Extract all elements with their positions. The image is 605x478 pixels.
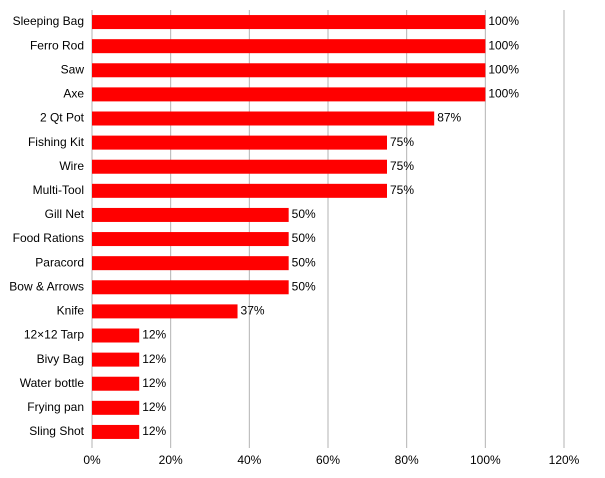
bar — [92, 424, 140, 439]
bar — [92, 183, 387, 198]
bar — [92, 376, 140, 391]
y-tick-label: Saw — [61, 62, 85, 76]
value-label: 12% — [142, 424, 166, 438]
value-label: 100% — [488, 87, 519, 101]
value-label: 75% — [390, 135, 414, 149]
value-label: 12% — [142, 376, 166, 390]
value-label: 87% — [437, 111, 461, 125]
bar — [92, 63, 486, 78]
y-tick-label: Knife — [57, 304, 85, 318]
y-tick-label: Frying pan — [27, 400, 84, 414]
y-tick-label: Bow & Arrows — [9, 279, 84, 293]
bar — [92, 304, 238, 319]
bar — [92, 256, 289, 271]
y-tick-label: Water bottle — [20, 376, 85, 390]
x-tick-label: 60% — [316, 453, 340, 467]
bar — [92, 159, 387, 174]
y-tick-label: Food Rations — [13, 231, 84, 245]
y-tick-label: 2 Qt Pot — [40, 111, 85, 125]
value-label: 75% — [390, 159, 414, 173]
y-tick-label: Bivy Bag — [37, 352, 84, 366]
y-tick-label: Fishing Kit — [28, 135, 85, 149]
value-label: 50% — [292, 207, 316, 221]
y-tick-label: Sleeping Bag — [13, 14, 84, 28]
y-tick-label: Paracord — [35, 255, 84, 269]
value-label: 100% — [488, 62, 519, 76]
x-tick-label: 40% — [237, 453, 261, 467]
bar — [92, 352, 140, 367]
y-tick-label: Axe — [63, 87, 84, 101]
y-tick-label: Multi-Tool — [33, 183, 84, 197]
bar — [92, 87, 486, 102]
y-tick-label: Ferro Rod — [30, 38, 84, 52]
value-label: 37% — [241, 304, 265, 318]
bar — [92, 39, 486, 54]
value-label: 100% — [488, 14, 519, 28]
value-label: 12% — [142, 352, 166, 366]
y-tick-label: Gill Net — [45, 207, 85, 221]
value-label: 12% — [142, 400, 166, 414]
x-tick-label: 0% — [83, 453, 101, 467]
y-tick-label: Wire — [59, 159, 84, 173]
value-label: 50% — [292, 231, 316, 245]
x-tick-label: 120% — [549, 453, 580, 467]
bar — [92, 15, 486, 30]
y-tick-label: 12×12 Tarp — [24, 328, 84, 342]
bar — [92, 400, 140, 415]
value-label: 50% — [292, 279, 316, 293]
bar — [92, 280, 289, 295]
value-label: 75% — [390, 183, 414, 197]
bar — [92, 135, 387, 150]
value-label: 50% — [292, 255, 316, 269]
x-tick-label: 100% — [470, 453, 501, 467]
bar — [92, 232, 289, 247]
bar — [92, 207, 289, 222]
bar — [92, 328, 140, 343]
x-tick-label: 80% — [395, 453, 419, 467]
value-label: 12% — [142, 328, 166, 342]
bar — [92, 111, 435, 126]
x-tick-label: 20% — [159, 453, 183, 467]
value-label: 100% — [488, 38, 519, 52]
y-tick-label: Sling Shot — [29, 424, 84, 438]
